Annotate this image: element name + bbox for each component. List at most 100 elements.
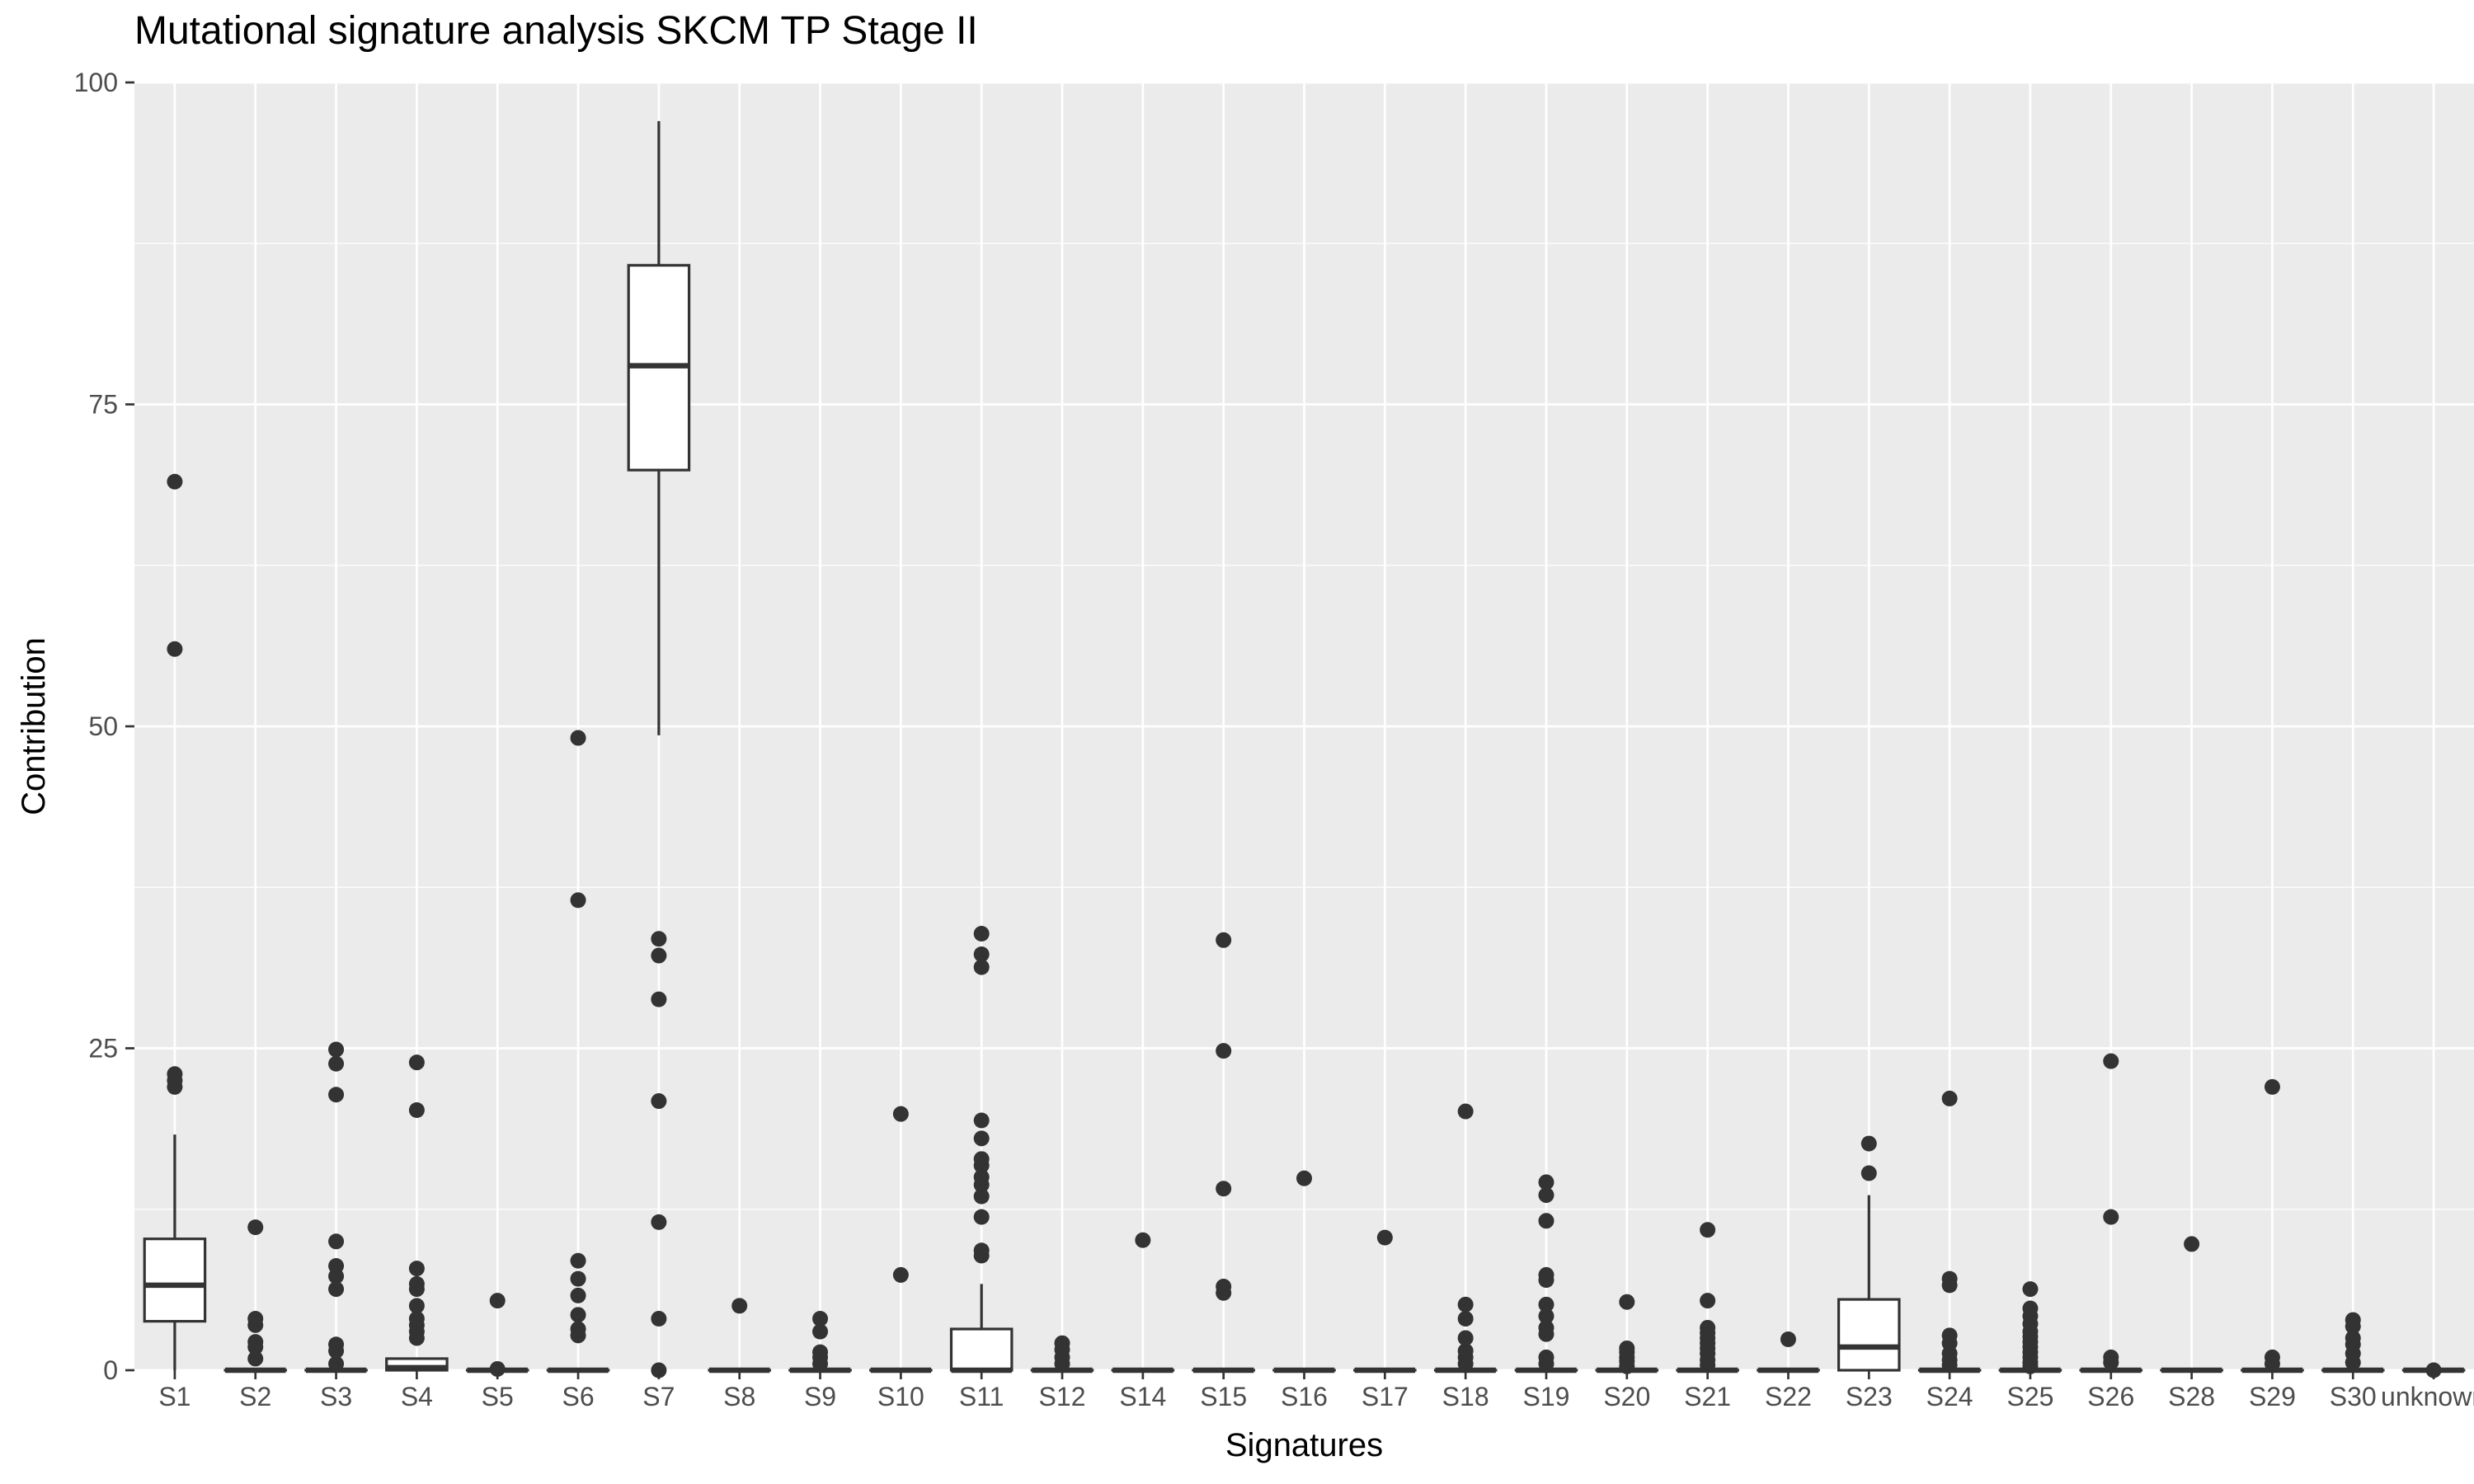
x-tick-label: S11 <box>959 1382 1004 1411</box>
chart-title: Mutational signature analysis SKCM TP St… <box>134 9 978 53</box>
x-axis-title: Signatures <box>1225 1427 1383 1463</box>
outlier-point <box>2184 1236 2200 1252</box>
outlier-point <box>1700 1222 1716 1238</box>
outlier-point <box>1538 1296 1554 1313</box>
outlier-point <box>489 1293 506 1309</box>
box-S1 <box>143 473 207 1370</box>
outlier-point <box>1216 1043 1232 1059</box>
x-tick-label: S18 <box>1442 1382 1489 1411</box>
y-tick-label: 75 <box>88 390 118 420</box>
x-tick-label: S21 <box>1684 1382 1731 1411</box>
outlier-point <box>408 1311 425 1327</box>
outlier-point <box>2264 1349 2280 1365</box>
x-tick-label: S5 <box>482 1382 514 1411</box>
outlier-point <box>328 1257 345 1274</box>
outlier-point <box>2022 1281 2039 1298</box>
outlier-point <box>1538 1174 1554 1190</box>
outlier-point <box>570 1252 586 1269</box>
outlier-point <box>408 1261 425 1277</box>
box-S19 <box>1514 1174 1578 1374</box>
x-tick-label: S4 <box>401 1382 433 1411</box>
outlier-point <box>973 1209 990 1225</box>
outlier-point <box>1538 1187 1554 1204</box>
outlier-point <box>1619 1340 1635 1356</box>
x-tick-label: S22 <box>1765 1382 1812 1411</box>
outlier-point <box>973 1130 990 1147</box>
outlier-point <box>2264 1078 2280 1095</box>
box-S15 <box>1192 932 1255 1374</box>
outlier-point <box>247 1350 264 1367</box>
outlier-point <box>973 1151 990 1167</box>
box-S4 <box>385 1054 449 1372</box>
outlier-point <box>2103 1349 2119 1365</box>
outlier-point <box>2103 1053 2119 1069</box>
outlier-point <box>328 1087 345 1103</box>
outlier-point <box>1941 1327 1958 1344</box>
outlier-point <box>167 641 183 657</box>
y-axis-title: Contribution <box>16 637 52 815</box>
outlier-point <box>973 1112 990 1129</box>
outlier-point <box>1538 1213 1554 1229</box>
x-tick-label: S7 <box>642 1382 675 1411</box>
outlier-point <box>1216 1278 1232 1294</box>
outlier-point <box>812 1311 829 1327</box>
x-tick-label: S23 <box>1846 1382 1893 1411</box>
outlier-point <box>892 1266 909 1283</box>
x-tick-label: S14 <box>1119 1382 1166 1411</box>
outlier-point <box>892 1106 909 1122</box>
outlier-point <box>1538 1319 1554 1336</box>
x-tick-label: S9 <box>804 1382 836 1411</box>
outlier-point <box>570 1287 586 1303</box>
outlier-point <box>1296 1170 1312 1186</box>
outlier-point <box>2103 1209 2119 1225</box>
outlier-point <box>328 1041 345 1058</box>
outlier-point <box>328 1355 345 1372</box>
box-S18 <box>1433 1103 1498 1374</box>
outlier-point <box>408 1298 425 1314</box>
outlier-point <box>1135 1232 1151 1248</box>
box-S7 <box>627 120 691 1378</box>
y-tick-label: 0 <box>103 1355 118 1385</box>
outlier-point <box>973 1188 990 1205</box>
outlier-point <box>1700 1293 1716 1309</box>
x-tick-label: S8 <box>723 1382 755 1411</box>
x-tick-label: S30 <box>2330 1382 2377 1411</box>
outlier-point <box>1457 1343 1474 1360</box>
box-S21 <box>1676 1222 1739 1374</box>
box-iqr <box>143 1237 207 1323</box>
outlier-point <box>247 1219 264 1236</box>
outlier-point <box>973 1242 990 1259</box>
outlier-point <box>973 946 990 962</box>
outlier-point <box>408 1101 425 1118</box>
outlier-point <box>570 1307 586 1323</box>
outlier-point <box>328 1281 345 1298</box>
outlier-point <box>328 1336 345 1353</box>
axes: 0 25 50 75 100 S1 S2 S3 S4 S5 S6 S7 S8 S9 S10 S11 S12 S14… <box>74 68 2474 1411</box>
x-tick-label: S1 <box>158 1382 190 1411</box>
x-tick-label: S25 <box>2006 1382 2053 1411</box>
x-tick-label: S3 <box>320 1382 352 1411</box>
outlier-point <box>651 1093 667 1110</box>
outlier-point <box>812 1323 829 1340</box>
outlier-point <box>973 1169 990 1186</box>
x-tick-label: S20 <box>1603 1382 1650 1411</box>
outlier-point <box>1457 1296 1474 1313</box>
outlier-point <box>328 1233 345 1250</box>
outlier-point <box>1457 1330 1474 1346</box>
y-tick-label: 100 <box>74 68 118 97</box>
outlier-point <box>167 473 183 490</box>
outlier-point <box>1054 1335 1070 1351</box>
outlier-point <box>973 959 990 975</box>
outlier-point <box>1860 1135 1877 1152</box>
y-tick-label: 25 <box>88 1034 118 1064</box>
outlier-point <box>1457 1103 1474 1120</box>
outlier-point <box>1941 1270 1958 1287</box>
outlier-point <box>1376 1229 1393 1246</box>
outlier-point <box>651 1311 667 1327</box>
box-iqr <box>1837 1298 1901 1372</box>
outlier-point <box>247 1311 264 1327</box>
outlier-point <box>651 931 667 947</box>
outlier-point <box>328 1055 345 1072</box>
outlier-point <box>1538 1266 1554 1283</box>
